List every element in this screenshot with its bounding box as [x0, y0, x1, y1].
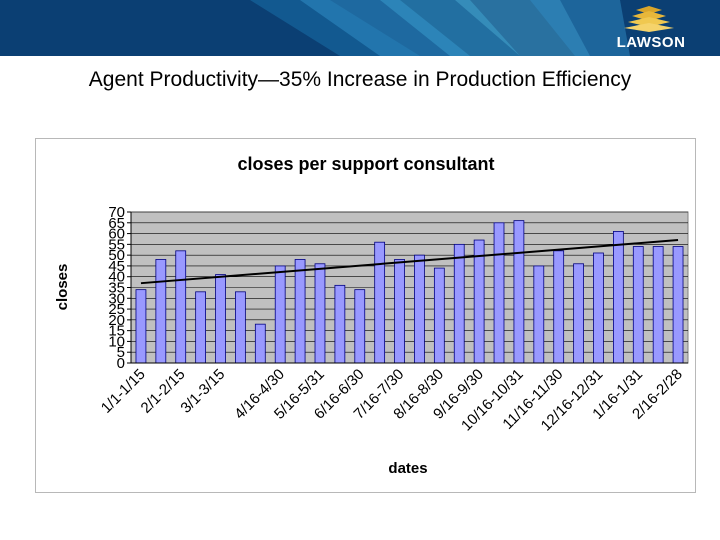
- bar: [632, 246, 644, 364]
- y-tick-label: 25: [108, 301, 125, 318]
- bar: [593, 252, 604, 364]
- bar: [553, 250, 565, 364]
- bar: [652, 246, 664, 364]
- lawson-logo-icon: [624, 6, 674, 32]
- bar: [175, 250, 187, 364]
- y-tick-label: 5: [117, 344, 125, 361]
- y-tick-label: 40: [108, 269, 125, 286]
- x-axis-label: dates: [388, 460, 427, 477]
- bar: [533, 265, 545, 364]
- bar: [254, 323, 266, 364]
- header-banner: LAWSON: [0, 0, 720, 56]
- bar: [155, 259, 167, 364]
- bar: [135, 289, 147, 364]
- y-tick-label: 15: [108, 323, 125, 340]
- bar: [493, 222, 505, 364]
- y-tick-label: 20: [108, 312, 125, 329]
- bars: [135, 220, 684, 364]
- bar: [215, 274, 226, 364]
- y-tick-label: 50: [108, 247, 125, 264]
- trendline-group: [140, 239, 679, 285]
- logo-text: LAWSON: [616, 34, 686, 51]
- y-tick-label: 30: [108, 290, 125, 307]
- x-tick-label: 3/1-3/15: [177, 366, 228, 417]
- bar: [195, 291, 206, 364]
- y-tick-label: 65: [108, 215, 125, 232]
- chart-title: closes per support consultant: [237, 154, 494, 174]
- slide-title: Agent Productivity—35% Increase in Produ…: [88, 68, 632, 91]
- x-axis-ticks: 1/1-1/152/1-2/153/1-3/15 4/16-4/305/16-5/…: [98, 366, 686, 435]
- bar: [274, 265, 286, 364]
- y-tick-label: 55: [108, 236, 125, 253]
- bar: [573, 263, 584, 364]
- y-tick-label: 0: [117, 355, 125, 372]
- bar: [453, 243, 465, 364]
- bar: [672, 246, 684, 364]
- bar: [414, 254, 425, 364]
- bar: [433, 267, 445, 364]
- bar: [374, 241, 386, 364]
- bar: [473, 239, 485, 364]
- y-axis-label: closes: [54, 264, 71, 311]
- y-tick-label: 60: [108, 226, 125, 243]
- bar: [294, 259, 306, 364]
- y-tick-label: 10: [108, 333, 125, 350]
- bar: [394, 259, 405, 364]
- bar: [334, 284, 346, 364]
- bar: [314, 263, 326, 364]
- y-tick-label: 45: [108, 258, 125, 275]
- trendline: [140, 239, 679, 285]
- bar: [235, 291, 246, 364]
- bar: [354, 289, 366, 364]
- y-tick-label: 70: [108, 204, 125, 221]
- bar: [613, 231, 624, 364]
- chart-frame: 0 5 10 15 20 25 30 35 40 45 50 55 60 65 70 1/1-1/15 2/1…: [35, 138, 696, 493]
- bar: [513, 220, 525, 364]
- banner-decoration: [250, 0, 630, 56]
- y-tick-label: 35: [108, 280, 125, 297]
- lawson-logo: LAWSON: [596, 6, 706, 52]
